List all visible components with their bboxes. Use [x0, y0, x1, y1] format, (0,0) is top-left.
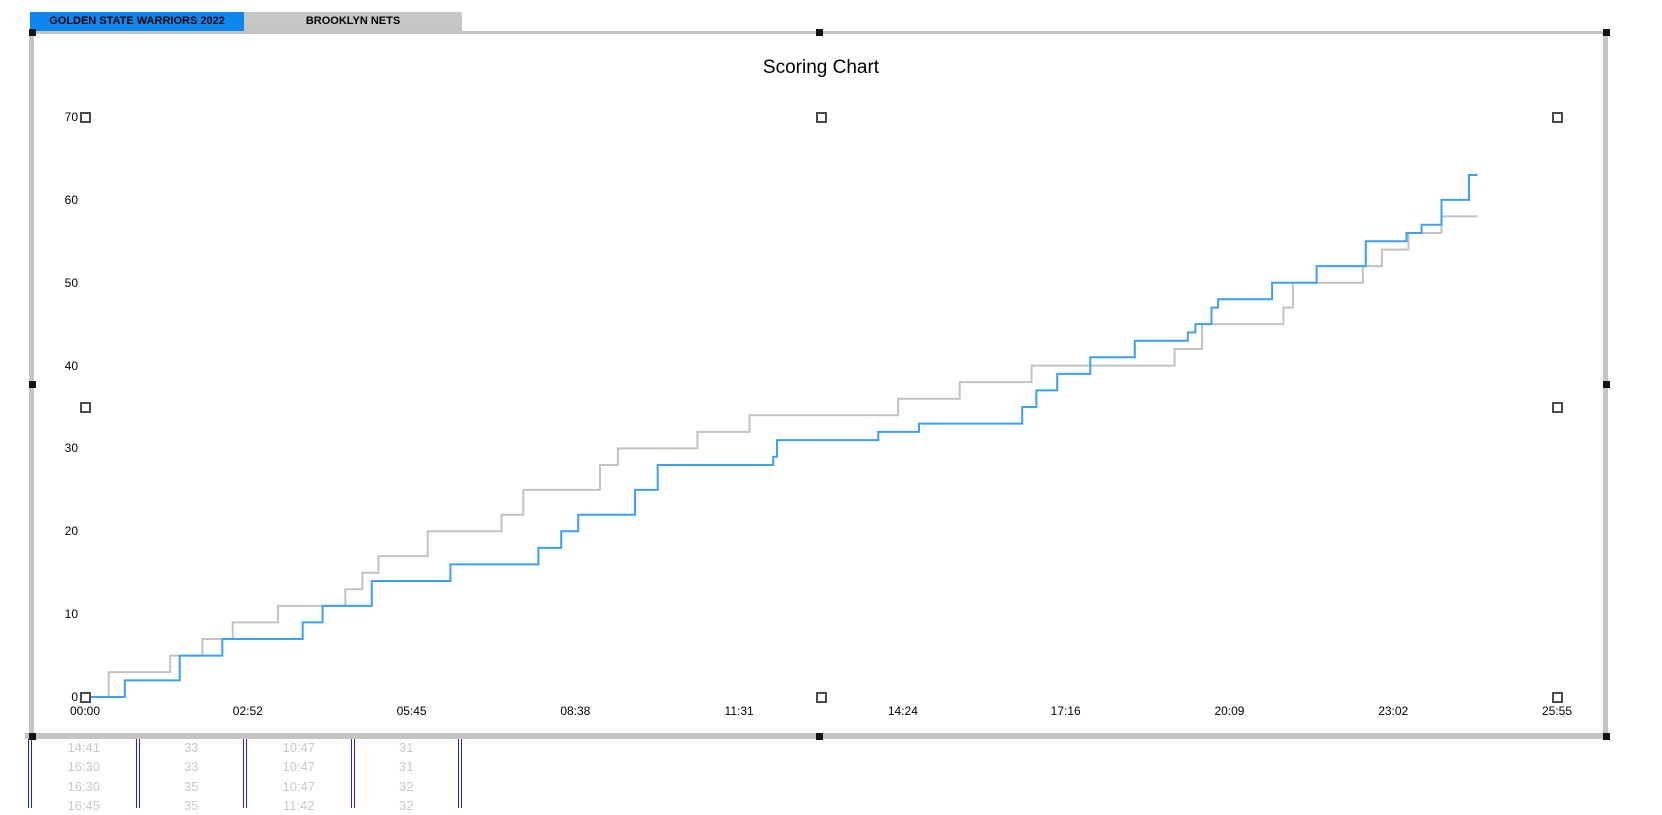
table-cell[interactable]: 32	[399, 778, 414, 794]
column-border	[350, 739, 355, 808]
series-line-golden-state-warriors-2022[interactable]	[85, 174, 1478, 698]
x-tick-label: 23:02	[1378, 704, 1409, 718]
plot-area-selection-handle[interactable]	[1551, 111, 1563, 123]
y-tick-label: 0	[71, 690, 78, 704]
x-tick-label: 02:52	[232, 704, 263, 718]
table-row: 14:41 33 10:47 31	[30, 738, 460, 757]
chart-object-resize-handle[interactable]	[815, 732, 823, 740]
plot-area-selection-handle[interactable]	[815, 691, 827, 703]
sheet-tab-brooklyn-nets[interactable]: BROOKLYN NETS	[244, 12, 462, 31]
plot-area-selection-handle[interactable]	[815, 111, 827, 123]
table-cell[interactable]: 31	[399, 740, 414, 755]
chart-title: Scoring Chart	[762, 57, 880, 78]
x-tick-label: 17:16	[1050, 704, 1081, 718]
table-cell[interactable]: 16:30	[67, 778, 101, 794]
plot-area-selection-handle[interactable]	[1551, 691, 1563, 703]
plot-area-selection-handle[interactable]	[79, 691, 91, 703]
table-cell[interactable]: 16:30	[67, 759, 101, 775]
table-row: 16:30 35 10:47 32	[30, 777, 460, 796]
table-cell[interactable]: 31	[399, 759, 414, 775]
table-cell[interactable]: 14:41	[67, 740, 101, 755]
x-tick-label: 25:55	[1541, 704, 1573, 718]
table-cell[interactable]: 35	[184, 778, 199, 794]
x-tick-label: 14:24	[887, 704, 918, 718]
y-tick-label: 50	[64, 275, 78, 290]
y-tick-label: 60	[64, 192, 78, 207]
plot-area-selection-handle[interactable]	[79, 111, 91, 123]
chart-object-resize-handle[interactable]	[28, 28, 36, 36]
column-border	[458, 739, 462, 808]
x-tick-label: 00:00	[69, 704, 101, 718]
chart-object-resize-handle[interactable]	[28, 732, 36, 740]
table-cell[interactable]: 10:47	[282, 759, 316, 775]
x-tick-label: 20:09	[1214, 704, 1245, 718]
chart-object-resize-handle[interactable]	[28, 380, 36, 388]
column-border	[135, 739, 140, 808]
chart-object-resize-handle[interactable]	[1602, 380, 1610, 388]
table-cell[interactable]: 33	[184, 740, 199, 755]
x-tick-label: 11:31	[724, 704, 754, 718]
table-cell[interactable]: 10:47	[282, 740, 316, 755]
plot-area-selection-handle[interactable]	[79, 401, 91, 413]
table-cell[interactable]: 10:47	[282, 778, 316, 794]
sheet-tab-golden-state-warriors[interactable]: GOLDEN STATE WARRIORS 2022	[30, 12, 244, 31]
y-tick-label: 20	[64, 524, 78, 539]
chart-object-resize-handle[interactable]	[815, 28, 823, 36]
x-tick-label: 05:45	[396, 704, 427, 718]
table-row: 16:30 33 10:47 31	[30, 757, 460, 776]
column-border	[243, 739, 247, 808]
table-cell[interactable]: 33	[184, 759, 199, 775]
series-line-brooklyn-nets[interactable]	[85, 215, 1478, 698]
y-tick-label: 70	[64, 110, 78, 124]
chart-object-resize-handle[interactable]	[1602, 28, 1610, 36]
y-tick-label: 30	[64, 441, 78, 456]
y-tick-label: 40	[64, 358, 78, 373]
x-tick-label: 08:38	[560, 704, 591, 718]
column-border	[28, 739, 32, 808]
plot-area-selection-handle[interactable]	[1551, 401, 1563, 413]
y-tick-label: 10	[64, 607, 78, 622]
chart-object-resize-handle[interactable]	[1602, 732, 1610, 740]
